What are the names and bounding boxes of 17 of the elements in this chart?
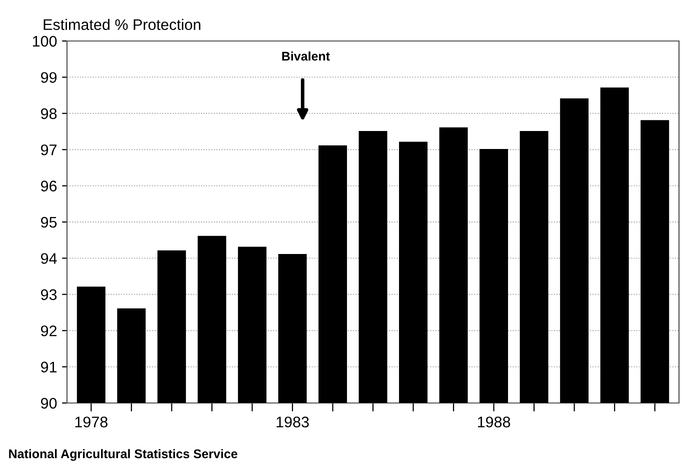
y-tick-label: 90 [41,398,57,409]
y-tick-label: 92 [41,325,57,336]
text: National Agricultural Statistics Service [9,449,238,461]
y-tick-label: 91 [41,362,57,372]
x-tick-label: 1983 [276,416,309,428]
y-tick-label: 99 [41,72,57,83]
y-tick-label: 93 [41,289,57,300]
chart-title: Estimated % Protection [44,18,200,30]
y-tick-label: 100 [32,36,57,47]
y-tick-label: 94 [41,253,57,264]
annotation: Bivalent [282,51,330,61]
y-tick-label: 98 [41,108,57,120]
y-tick-label: 95 [41,216,57,228]
y-tick-label: 97 [41,144,57,156]
y-tick-label: 96 [41,180,57,192]
x-tick-label: 1978 [75,416,108,428]
x-tick-label: 1988 [478,416,510,428]
